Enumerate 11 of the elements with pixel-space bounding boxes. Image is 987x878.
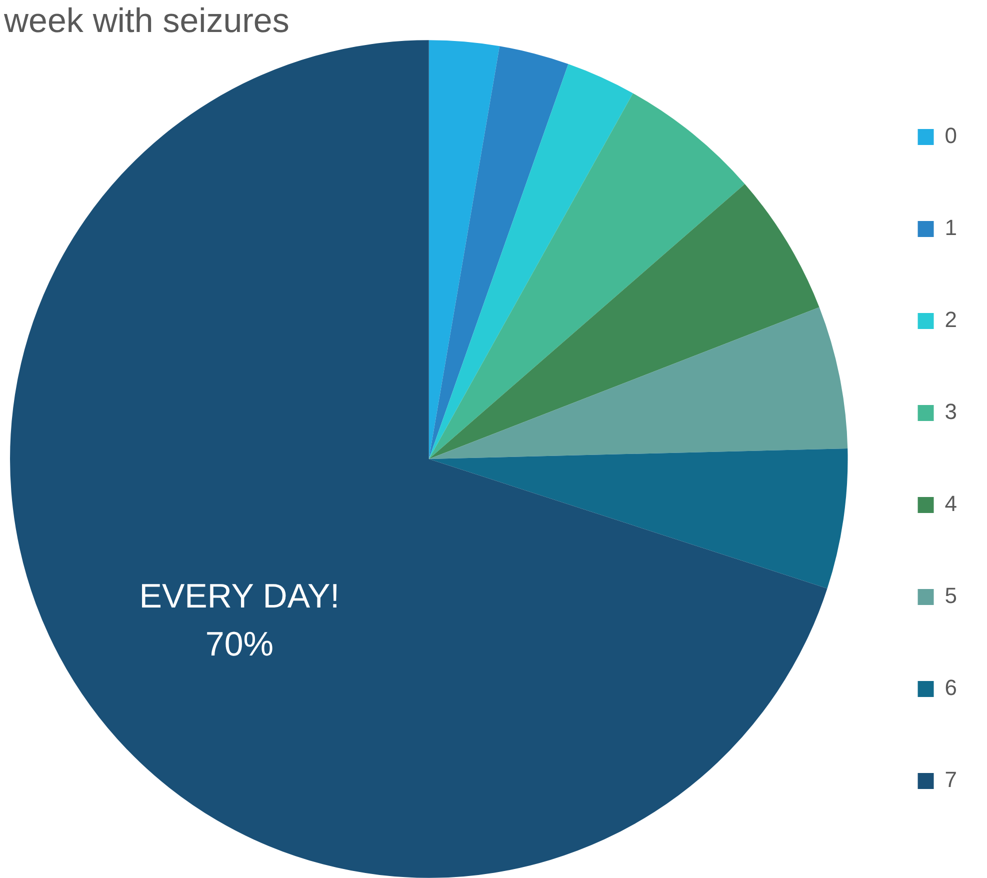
legend-label: 3 xyxy=(944,399,958,424)
chart-title: week with seizures xyxy=(4,2,290,41)
legend-label: 1 xyxy=(944,215,958,240)
data-label: 70% xyxy=(205,625,274,664)
text: EVERY DAY! xyxy=(139,577,340,616)
legend-label: 7 xyxy=(944,767,958,792)
legend-label: 2 xyxy=(944,307,958,332)
legend-label: 6 xyxy=(944,675,958,700)
legend-label: 5 xyxy=(944,583,958,608)
legend-label: 4 xyxy=(944,491,958,516)
legend-label: 0 xyxy=(944,123,958,148)
